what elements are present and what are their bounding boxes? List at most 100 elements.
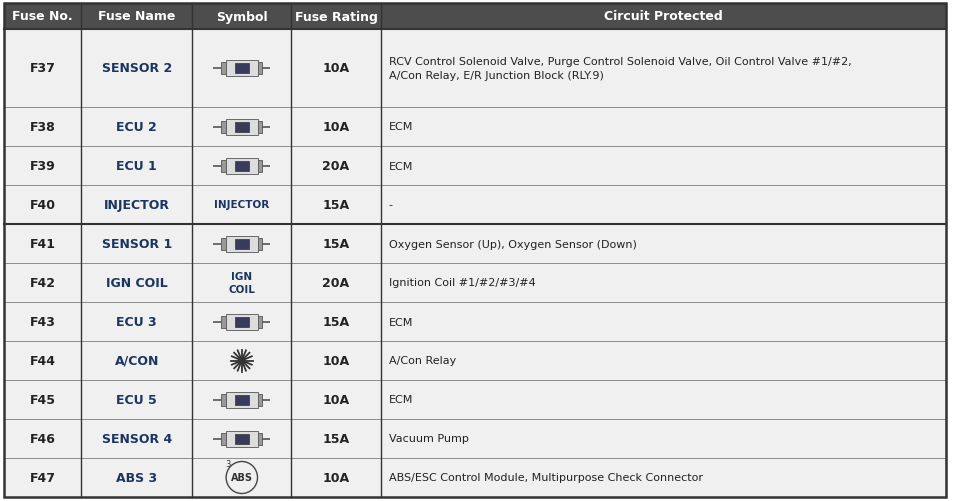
- Text: Fuse Rating: Fuse Rating: [295, 11, 378, 24]
- Bar: [234, 64, 249, 74]
- Text: F43: F43: [30, 315, 55, 328]
- Bar: [381, 186, 946, 224]
- Bar: [381, 224, 946, 264]
- Bar: [81, 458, 193, 497]
- Bar: [381, 458, 946, 497]
- Text: F46: F46: [30, 432, 55, 445]
- Text: A/Con Relay: A/Con Relay: [389, 356, 455, 366]
- Bar: [292, 108, 381, 147]
- Bar: [292, 341, 381, 380]
- Bar: [258, 316, 263, 328]
- Text: ECM: ECM: [389, 122, 413, 132]
- Text: ECU 5: ECU 5: [116, 393, 157, 406]
- Bar: [4, 458, 81, 497]
- Text: A/CON: A/CON: [114, 354, 159, 367]
- Bar: [226, 119, 258, 135]
- Bar: [81, 186, 193, 224]
- Text: -: -: [389, 200, 392, 210]
- Bar: [81, 303, 193, 341]
- Text: ABS: ABS: [231, 472, 253, 482]
- Bar: [234, 395, 249, 405]
- Bar: [292, 303, 381, 341]
- Text: IGN COIL: IGN COIL: [106, 277, 168, 290]
- Bar: [381, 341, 946, 380]
- Text: Ignition Coil #1/#2/#3/#4: Ignition Coil #1/#2/#3/#4: [389, 278, 536, 288]
- Bar: [221, 316, 226, 328]
- Bar: [4, 224, 81, 264]
- Bar: [81, 108, 193, 147]
- Text: ABS/ESC Control Module, Multipurpose Check Connector: ABS/ESC Control Module, Multipurpose Che…: [389, 472, 703, 482]
- Text: F39: F39: [30, 160, 55, 173]
- Text: SENSOR 2: SENSOR 2: [102, 63, 172, 75]
- Bar: [4, 147, 81, 186]
- Bar: [193, 303, 292, 341]
- Text: RCV Control Solenoid Valve, Purge Control Solenoid Valve, Oil Control Valve #1/#: RCV Control Solenoid Valve, Purge Contro…: [389, 57, 852, 81]
- Bar: [4, 303, 81, 341]
- Text: Circuit Protected: Circuit Protected: [604, 11, 723, 24]
- Bar: [226, 158, 258, 174]
- Text: 20A: 20A: [323, 160, 350, 173]
- Bar: [81, 147, 193, 186]
- Bar: [292, 186, 381, 224]
- Text: SENSOR 4: SENSOR 4: [102, 432, 172, 445]
- Text: INJECTOR: INJECTOR: [104, 198, 170, 211]
- Text: 10A: 10A: [323, 393, 350, 406]
- Bar: [258, 394, 263, 406]
- Text: F37: F37: [30, 63, 55, 75]
- Text: 3: 3: [226, 459, 231, 468]
- Bar: [221, 63, 226, 75]
- Bar: [234, 317, 249, 327]
- Bar: [258, 238, 263, 250]
- Bar: [258, 160, 263, 172]
- Text: Vacuum Pump: Vacuum Pump: [389, 434, 468, 443]
- Bar: [81, 341, 193, 380]
- Bar: [4, 108, 81, 147]
- Bar: [226, 314, 258, 330]
- Text: F41: F41: [29, 237, 55, 250]
- Bar: [4, 380, 81, 419]
- Text: 15A: 15A: [323, 198, 350, 211]
- Bar: [381, 30, 946, 108]
- Bar: [4, 4, 81, 30]
- Bar: [193, 4, 292, 30]
- Bar: [381, 419, 946, 458]
- Text: 10A: 10A: [323, 354, 350, 367]
- Bar: [234, 161, 249, 171]
- Bar: [381, 264, 946, 303]
- Bar: [4, 186, 81, 224]
- Text: IGN
COIL: IGN COIL: [229, 272, 255, 294]
- Bar: [226, 61, 258, 77]
- Bar: [221, 433, 226, 444]
- Bar: [292, 30, 381, 108]
- Bar: [381, 303, 946, 341]
- Text: ECU 3: ECU 3: [116, 315, 157, 328]
- Text: 10A: 10A: [323, 471, 350, 484]
- Text: INJECTOR: INJECTOR: [214, 200, 269, 210]
- Text: 20A: 20A: [323, 277, 350, 290]
- Bar: [4, 419, 81, 458]
- Text: F45: F45: [29, 393, 55, 406]
- Bar: [292, 224, 381, 264]
- Bar: [292, 458, 381, 497]
- Bar: [292, 147, 381, 186]
- Bar: [381, 380, 946, 419]
- Bar: [258, 433, 263, 444]
- Bar: [81, 264, 193, 303]
- Text: ECU 1: ECU 1: [116, 160, 157, 173]
- Bar: [193, 380, 292, 419]
- Bar: [226, 236, 258, 252]
- Bar: [193, 419, 292, 458]
- Bar: [193, 147, 292, 186]
- Bar: [193, 458, 292, 497]
- Bar: [193, 108, 292, 147]
- Text: Fuse Name: Fuse Name: [98, 11, 175, 24]
- Bar: [193, 341, 292, 380]
- Bar: [81, 224, 193, 264]
- Bar: [234, 122, 249, 132]
- Bar: [258, 63, 263, 75]
- Bar: [193, 30, 292, 108]
- Bar: [234, 239, 249, 249]
- Bar: [4, 341, 81, 380]
- Bar: [226, 431, 258, 446]
- Bar: [193, 186, 292, 224]
